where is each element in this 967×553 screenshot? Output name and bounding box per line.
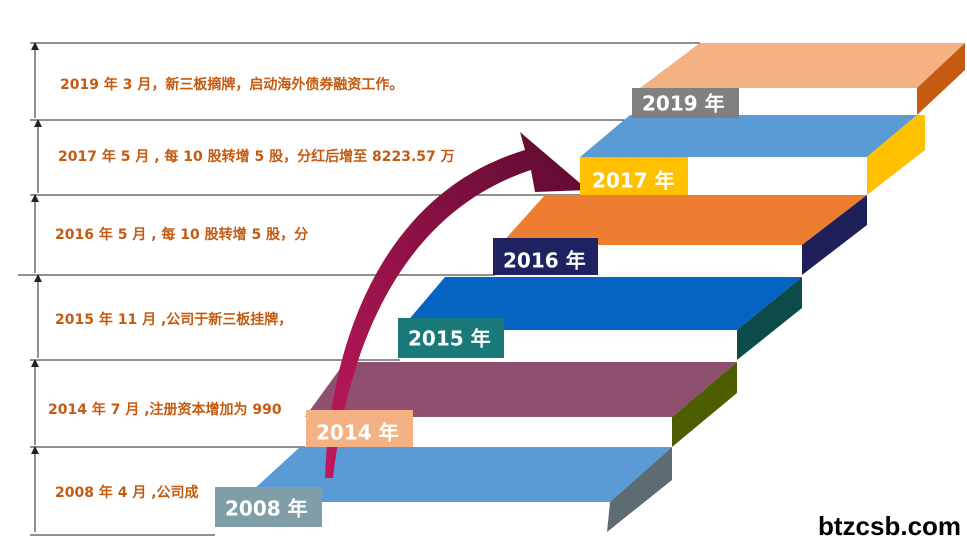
step-side <box>672 362 737 447</box>
year-box <box>632 88 739 118</box>
watermark: btzcsb.com <box>818 511 961 541</box>
year-box <box>215 487 322 527</box>
event-text: 2019 年 3 月，新三板摘牌，启动海外债券融资工作。 <box>60 76 403 93</box>
year-label: 2019 年 <box>642 92 725 116</box>
event-text: 2008 年 4 月 ,公司成 <box>55 484 199 501</box>
step-side <box>607 447 672 532</box>
step-side <box>802 195 867 275</box>
event-text: 2017 年 5 月 , 每 10 股转增 5 股，分红后增至 8223.57 … <box>58 148 455 165</box>
year-label: 2017 年 <box>592 169 675 193</box>
steps <box>240 43 965 532</box>
year-label: 2015 年 <box>408 327 491 351</box>
year-label: 2016 年 <box>503 249 586 273</box>
year-box <box>580 157 688 195</box>
guides <box>18 42 700 536</box>
events: 2019 年 3 月，新三板摘牌，启动海外债券融资工作。 2017 年 5 月 … <box>48 76 455 501</box>
step-top <box>640 43 965 88</box>
year-box <box>398 318 504 358</box>
event-text: 2016 年 5 月 , 每 10 股转增 5 股，分 <box>55 226 308 243</box>
event-text: 2015 年 11 月 ,公司于新三板挂牌， <box>55 311 292 328</box>
step-top <box>580 115 917 157</box>
event-text: 2014 年 7 月 ,注册资本增加为 990 <box>48 401 282 418</box>
step-top <box>400 277 802 330</box>
step-top <box>305 362 737 417</box>
step-side <box>917 43 965 115</box>
step-side <box>737 277 802 360</box>
step-top <box>240 447 672 502</box>
year-labels: 2019 年 2017 年 2016 年 2015 年 2014 年 2008 … <box>215 88 739 527</box>
year-box <box>493 238 598 275</box>
year-label: 2014 年 <box>316 421 399 445</box>
growth-arrow <box>325 132 588 478</box>
step-top <box>500 195 867 245</box>
year-box <box>306 410 413 447</box>
step-side <box>867 115 925 195</box>
year-label: 2008 年 <box>225 497 308 521</box>
